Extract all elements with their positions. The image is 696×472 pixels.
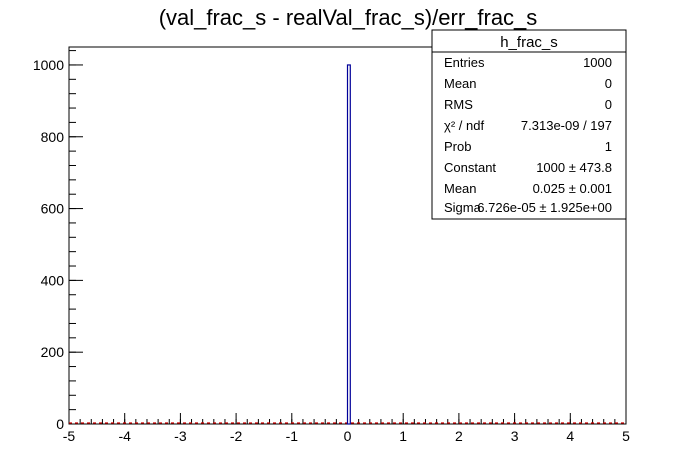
x-tick-label: -3 bbox=[174, 428, 187, 444]
x-tick-label: -5 bbox=[63, 428, 76, 444]
x-tick-label: 0 bbox=[344, 428, 352, 444]
x-tick-label: 2 bbox=[455, 428, 463, 444]
stats-box: h_frac_s Entries 1000 Mean 0 RMS 0 χ² / ndf 7.3… bbox=[431, 29, 627, 220]
x-tick-label: -4 bbox=[118, 428, 131, 444]
histogram-bars bbox=[346, 64, 351, 425]
stats-row-label: χ² / ndf bbox=[444, 118, 484, 133]
stats-row-value: 1000 bbox=[583, 55, 612, 70]
stats-row-label: Mean bbox=[444, 181, 477, 196]
stats-row-value: 0.025 ± 0.001 bbox=[533, 181, 612, 196]
stats-row-label: Mean bbox=[444, 76, 477, 91]
stats-rows: Entries 1000 Mean 0 RMS 0 χ² / ndf 7.313e-09 / … bbox=[444, 55, 612, 215]
stats-row-value: 1000 ± 473.8 bbox=[536, 160, 612, 175]
x-axis: -5 -4 -3 -2 -1 0 1 2 3 4 5 bbox=[63, 413, 630, 444]
y-tick-label: 0 bbox=[56, 416, 64, 432]
stats-box-title: h_frac_s bbox=[500, 34, 558, 51]
x-tick-label: -2 bbox=[230, 428, 243, 444]
y-tick-label: 600 bbox=[41, 201, 65, 217]
stats-row-value: 7.313e-09 / 197 bbox=[521, 118, 612, 133]
stats-row-label: Entries bbox=[444, 55, 485, 70]
stats-row-value: 6.726e-05 ± 1.925e+00 bbox=[477, 200, 612, 215]
stats-row-label: Sigma bbox=[444, 200, 482, 215]
x-tick-label: 4 bbox=[566, 428, 574, 444]
stats-row-label: Constant bbox=[444, 160, 496, 175]
stats-row-value: 0 bbox=[605, 76, 612, 91]
x-tick-label: -1 bbox=[286, 428, 299, 444]
stats-row-value: 0 bbox=[605, 97, 612, 112]
stats-row-label: RMS bbox=[444, 97, 473, 112]
x-tick-label: 5 bbox=[622, 428, 630, 444]
stats-row-value: 1 bbox=[605, 139, 612, 154]
y-tick-label: 800 bbox=[41, 129, 65, 145]
histogram-bar bbox=[346, 64, 351, 425]
x-tick-label: 3 bbox=[511, 428, 519, 444]
stats-box-frame bbox=[431, 29, 627, 220]
y-tick-label: 200 bbox=[41, 344, 65, 360]
y-tick-label: 1000 bbox=[33, 57, 64, 73]
y-tick-label: 400 bbox=[41, 272, 65, 288]
x-tick-label: 1 bbox=[399, 428, 407, 444]
y-axis: 0 200 400 600 800 1000 bbox=[33, 50, 83, 432]
chart-title: (val_frac_s - realVal_frac_s)/err_frac_s bbox=[159, 5, 538, 30]
stats-row-label: Prob bbox=[444, 139, 471, 154]
